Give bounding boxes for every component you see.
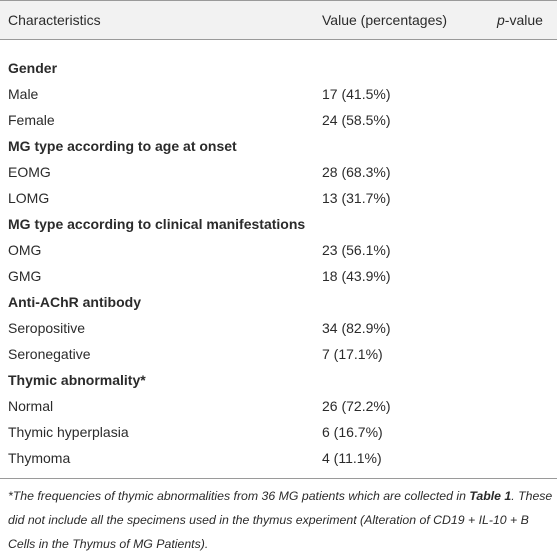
group-title: MG type according to age at onset	[8, 138, 237, 154]
footnote-text: *The frequencies of thymic abnormalities…	[8, 489, 470, 503]
group-row: Gender	[0, 55, 557, 81]
cell: Normal	[8, 398, 54, 414]
header-italic: p	[497, 12, 505, 28]
data-row: EOMG 28 (68.3%)	[0, 159, 557, 185]
cell: LOMG	[8, 190, 50, 206]
group-title: Thymic abnormality*	[8, 372, 146, 388]
header-text: -value	[504, 12, 543, 28]
cell: Male	[8, 86, 39, 102]
cell: Thymic hyperplasia	[8, 424, 129, 440]
cell: 17 (41.5%)	[322, 86, 391, 102]
group-row: MG type according to age at onset	[0, 133, 557, 159]
data-row: Female 24 (58.5%)	[0, 107, 557, 133]
cell: 7 (17.1%)	[322, 346, 383, 362]
table: Characteristics Value (percentages) p-va…	[0, 0, 557, 471]
group-row: MG type according to clinical manifestat…	[0, 211, 557, 237]
footnote-ref: Table 1	[469, 489, 512, 503]
group-row: Thymic abnormality*	[0, 367, 557, 393]
cell: 4 (11.1%)	[322, 450, 382, 466]
data-row: Normal 26 (72.2%)	[0, 393, 557, 419]
header-cell: p-value	[497, 12, 543, 28]
cell: Thymoma	[8, 450, 71, 466]
cell: OMG	[8, 242, 42, 258]
group-row: Anti-AChR antibody	[0, 289, 557, 315]
cell: 23 (56.1%)	[322, 242, 391, 258]
data-row: Male 17 (41.5%)	[0, 81, 557, 107]
cell: Seropositive	[8, 320, 86, 336]
data-row: Seropositive 34 (82.9%)	[0, 315, 557, 341]
cell: Female	[8, 112, 55, 128]
header-cell: Characteristics	[8, 12, 101, 28]
table-body: Gender Male 17 (41.5%) Female 24 (58.5%) MG t…	[0, 55, 557, 471]
data-row: Thymic hyperplasia 6 (16.7%)	[0, 419, 557, 445]
spacer	[0, 40, 557, 55]
data-row: LOMG 13 (31.7%)	[0, 185, 557, 211]
group-title: MG type according to clinical manifestat…	[8, 216, 306, 232]
cell: 6 (16.7%)	[322, 424, 383, 440]
footnote-text: . These did not include all the specimen…	[8, 489, 553, 551]
data-row: GMG 18 (43.9%)	[0, 263, 557, 289]
cell: 18 (43.9%)	[322, 268, 391, 284]
cell: 13 (31.7%)	[322, 190, 391, 206]
data-row: Thymoma 4 (11.1%)	[0, 445, 557, 471]
data-row: OMG 23 (56.1%)	[0, 237, 557, 263]
data-row: Seronegative 7 (17.1%)	[0, 341, 557, 367]
cell: 28 (68.3%)	[322, 164, 391, 180]
group-title: Gender	[8, 60, 58, 76]
rule	[0, 478, 557, 479]
footnote: *The frequencies of thymic abnormalities…	[8, 484, 553, 556]
group-title: Anti-AChR antibody	[8, 294, 141, 310]
cell: Seronegative	[8, 346, 91, 362]
cell: 34 (82.9%)	[322, 320, 391, 336]
cell: 26 (72.2%)	[322, 398, 391, 414]
header-row: Characteristics Value (percentages) p-va…	[0, 0, 557, 40]
cell: EOMG	[8, 164, 51, 180]
cell: 24 (58.5%)	[322, 112, 391, 128]
header-cell: Value (percentages)	[322, 12, 448, 28]
cell: GMG	[8, 268, 42, 284]
